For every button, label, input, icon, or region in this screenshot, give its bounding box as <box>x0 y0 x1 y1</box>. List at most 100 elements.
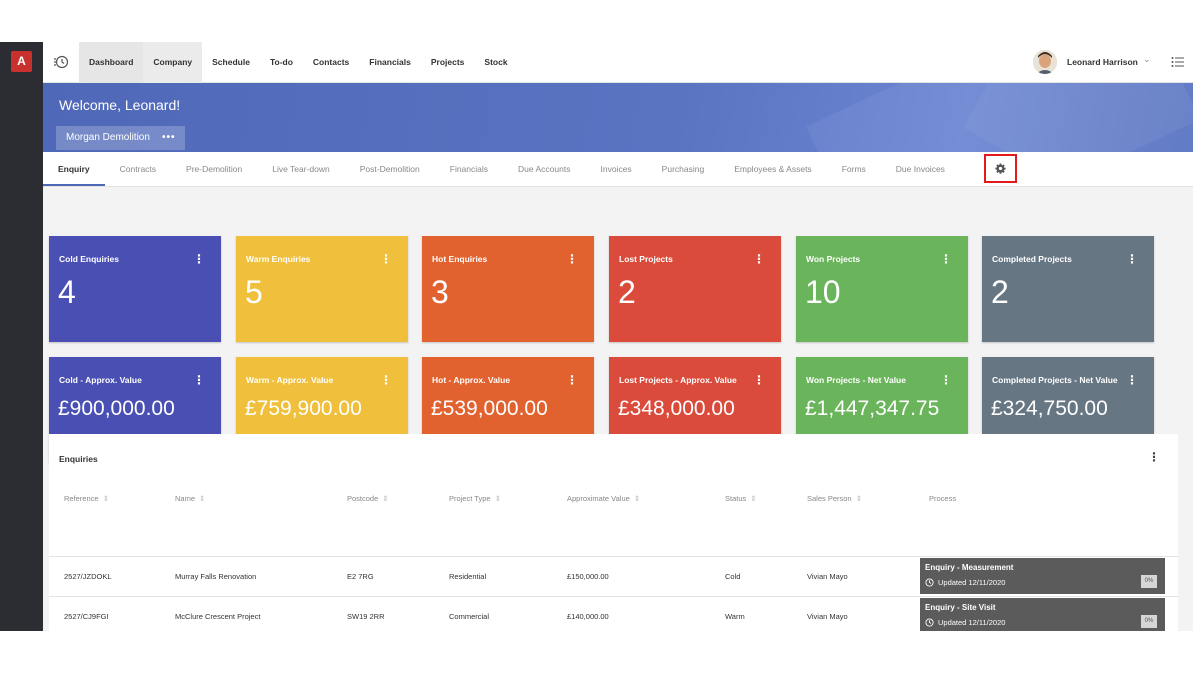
app-logo[interactable]: A <box>11 51 32 72</box>
nav-item-financials[interactable]: Financials <box>369 57 411 67</box>
tab-contracts[interactable]: Contracts <box>119 164 157 174</box>
sort-icon[interactable]: ⇕ <box>750 494 757 503</box>
process-updated: Updated 12/11/2020 <box>925 578 1005 587</box>
more-icon[interactable]: ••• <box>161 132 176 143</box>
card-value: £324,750.00 <box>991 397 1108 420</box>
sort-icon[interactable]: ⇕ <box>494 494 501 503</box>
nav-item-contacts[interactable]: Contacts <box>312 57 350 67</box>
sort-icon[interactable]: ⇕ <box>855 494 862 503</box>
kpi-card[interactable]: Won Projects ⋮ 10 <box>796 236 968 342</box>
sort-icon[interactable]: ⇕ <box>633 494 641 503</box>
more-vert-icon[interactable]: ⋮ <box>1126 252 1138 266</box>
column-header[interactable]: Postcode ⇕ <box>347 494 389 503</box>
tab-post-demolition[interactable]: Post-Demolition <box>359 164 420 174</box>
sort-icon[interactable]: ⇕ <box>382 494 389 503</box>
column-header[interactable]: Approximate Value ⇕ <box>567 494 640 503</box>
cell-sales: Vivian Mayo <box>807 572 848 581</box>
more-vert-icon[interactable]: ⋮ <box>566 252 578 266</box>
banner-decoration <box>963 83 1193 152</box>
more-vert-icon[interactable]: ⋮ <box>1148 450 1160 464</box>
tab-live-tear-down[interactable]: Live Tear-down <box>272 164 330 174</box>
column-header[interactable]: Status ⇕ <box>725 494 757 503</box>
more-vert-icon[interactable]: ⋮ <box>193 252 205 266</box>
table-row[interactable]: 2527/JZDOKL Murray Falls Renovation E2 7RG… <box>49 556 1178 596</box>
more-vert-icon[interactable]: ⋮ <box>940 252 952 266</box>
panel-title: Enquiries <box>59 454 98 464</box>
updated-date: Updated 12/11/2020 <box>938 578 1006 587</box>
tab-financials[interactable]: Financials <box>449 164 489 174</box>
card-title: Cold Enquiries <box>59 254 119 264</box>
gear-icon <box>995 163 1006 174</box>
nav-item-to-do[interactable]: To-do <box>269 57 293 67</box>
cell-type: Residential <box>449 572 487 581</box>
welcome-banner: Welcome, Leonard! Morgan Demolition ••• <box>43 83 1193 152</box>
more-vert-icon[interactable]: ⋮ <box>753 373 765 387</box>
welcome-message: Welcome, Leonard! <box>59 97 181 113</box>
list-menu-icon[interactable] <box>1171 56 1185 68</box>
column-header: Process <box>929 494 956 503</box>
process-status[interactable]: Enquiry - Site Visit Updated 12/11/2020 0% <box>920 598 1165 631</box>
more-vert-icon[interactable]: ⋮ <box>380 252 392 266</box>
app-window: A Dashboard Company Schedule To-do Contacts F… <box>0 42 1193 631</box>
cell-status: Warm <box>725 612 745 621</box>
chevron-down-icon[interactable]: ⌄ <box>1143 54 1151 64</box>
column-header-label: Project Type <box>449 494 491 503</box>
tab-forms[interactable]: Forms <box>841 164 866 174</box>
nav-item-company[interactable]: Company <box>143 42 203 83</box>
user-name[interactable]: Leonard Harrison <box>1067 57 1138 67</box>
card-title: Lost Projects - Approx. Value <box>619 375 737 385</box>
column-header-label: Sales Person <box>807 494 852 503</box>
company-selector[interactable]: Morgan Demolition ••• <box>56 126 186 150</box>
cell-value: £150,000.00 <box>567 572 609 581</box>
card-title: Lost Projects <box>619 254 673 264</box>
tab-employees-assets[interactable]: Employees & Assets <box>734 164 812 174</box>
module-tabs: Enquiry Contracts Pre-Demolition Live Tear-… <box>43 152 1193 187</box>
top-bar: Dashboard Company Schedule To-do Contacts Fin… <box>43 42 1193 83</box>
column-header[interactable]: Project Type ⇕ <box>449 494 501 503</box>
sort-icon[interactable]: ⇕ <box>102 494 109 503</box>
tab-pre-demolition[interactable]: Pre-Demolition <box>186 164 243 174</box>
more-vert-icon[interactable]: ⋮ <box>940 373 952 387</box>
cell-postcode: E2 7RG <box>347 572 374 581</box>
card-value: £539,000.00 <box>431 397 548 420</box>
column-header[interactable]: Reference ⇕ <box>64 494 109 503</box>
cell-status: Cold <box>725 572 741 581</box>
settings-button[interactable] <box>984 154 1017 183</box>
process-status[interactable]: Enquiry - Measurement Updated 12/11/2020 0… <box>920 558 1165 594</box>
tab-enquiry[interactable]: Enquiry <box>43 152 105 186</box>
column-header[interactable]: Sales Person ⇕ <box>807 494 862 503</box>
kpi-card[interactable]: Completed Projects ⋮ 2 <box>982 236 1154 342</box>
more-vert-icon[interactable]: ⋮ <box>753 252 765 266</box>
left-rail: A <box>0 42 43 631</box>
tab-due-invoices[interactable]: Due Invoices <box>895 164 945 174</box>
more-vert-icon[interactable]: ⋮ <box>380 373 392 387</box>
cell-value: £140,000.00 <box>567 612 609 621</box>
tab-due-accounts[interactable]: Due Accounts <box>518 164 571 174</box>
more-vert-icon[interactable]: ⋮ <box>566 373 578 387</box>
kpi-card[interactable]: Warm Enquiries ⋮ 5 <box>236 236 408 342</box>
card-value: £900,000.00 <box>58 397 175 420</box>
nav-item-projects[interactable]: Projects <box>430 57 465 67</box>
kpi-card[interactable]: Lost Projects ⋮ 2 <box>609 236 781 342</box>
main-nav: Dashboard Company Schedule To-do Contacts Fin… <box>79 42 518 83</box>
nav-item-schedule[interactable]: Schedule <box>212 57 250 67</box>
column-header[interactable]: Name ⇕ <box>175 494 205 503</box>
history-icon[interactable] <box>53 54 69 70</box>
company-name: Morgan Demolition <box>66 132 150 143</box>
cell-reference: 2527/JZDOKL <box>64 572 112 581</box>
kpi-card[interactable]: Hot Enquiries ⋮ 3 <box>422 236 594 342</box>
table-row[interactable]: 2527/CJ9FGI McClure Crescent Project SW19 … <box>49 596 1178 631</box>
nav-item-stock[interactable]: Stock <box>484 57 508 67</box>
avatar[interactable] <box>1033 50 1057 74</box>
tab-purchasing[interactable]: Purchasing <box>661 164 705 174</box>
more-vert-icon[interactable]: ⋮ <box>193 373 205 387</box>
kpi-card[interactable]: Cold Enquiries ⋮ 4 <box>49 236 221 342</box>
nav-item-dashboard[interactable]: Dashboard <box>79 42 144 83</box>
sort-icon[interactable]: ⇕ <box>199 494 206 503</box>
card-value: £348,000.00 <box>618 397 735 420</box>
more-vert-icon[interactable]: ⋮ <box>1126 373 1138 387</box>
column-header-label: Name <box>175 494 196 503</box>
tab-invoices[interactable]: Invoices <box>600 164 632 174</box>
cell-type: Commercial <box>449 612 490 621</box>
column-header-label: Process <box>929 494 957 503</box>
